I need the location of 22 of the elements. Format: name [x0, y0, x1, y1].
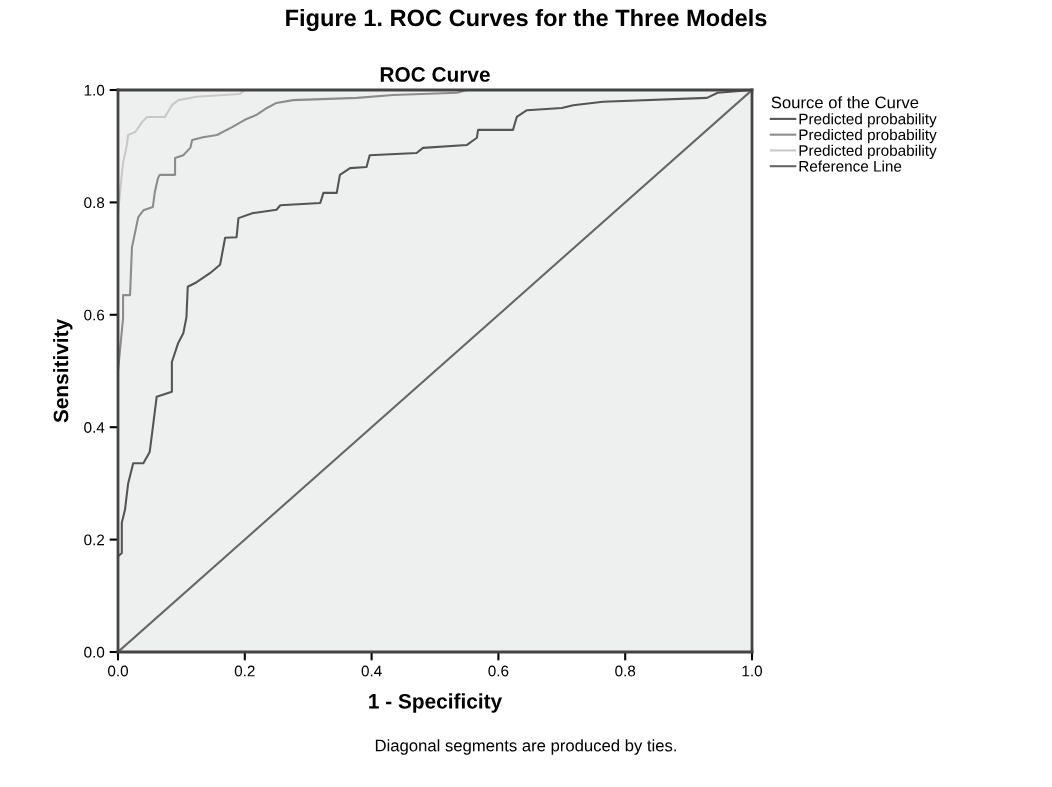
text: Diagonal segments are produced by ties.: [375, 739, 676, 755]
y-axis-title: Sensitivity: [53, 319, 73, 423]
legend-title: Source of the Curve: [771, 96, 919, 109]
y-tick-label: 0.4: [84, 422, 105, 433]
x-tick-label: 0.8: [615, 665, 636, 677]
x-axis-title: 1 - Specificity: [369, 693, 503, 713]
x-tick-label: 0.2: [234, 665, 255, 677]
x-tick-label: 0.6: [488, 665, 509, 677]
chart-title: Figure 1. ROC Curves for the Three Models: [286, 8, 767, 32]
y-tick-label: 0.0: [84, 646, 105, 658]
x-tick-label: 0.0: [107, 665, 129, 677]
y-tick-label: 1.0: [84, 84, 105, 96]
y-tick-label: 0.2: [84, 534, 105, 546]
y-tick-label: 0.8: [84, 197, 105, 209]
x-tick-label: 1.0: [742, 665, 763, 677]
x-tick-label: 0.4: [361, 665, 382, 677]
legend-label: Predicted probability: [799, 113, 937, 128]
legend-label: Predicted probability: [799, 128, 937, 144]
legend-label: Predicted probability: [799, 144, 937, 159]
y-tick-label: 0.6: [84, 309, 105, 321]
legend-label: Reference Line: [799, 160, 902, 172]
chart-subtitle: ROC Curve: [380, 67, 490, 82]
